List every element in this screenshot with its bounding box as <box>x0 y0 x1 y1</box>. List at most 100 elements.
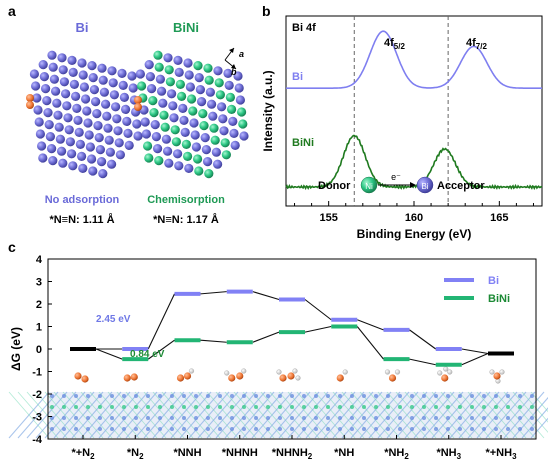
bi-atom <box>223 68 233 78</box>
slab-atom <box>242 394 246 398</box>
slab-atom <box>386 394 390 398</box>
slab-atom <box>326 394 330 398</box>
x-tick-label: 155 <box>319 212 337 224</box>
ni-atom <box>199 121 209 131</box>
slab-atom <box>326 405 330 409</box>
xps-reference-lines <box>353 16 449 206</box>
ni-atom <box>170 125 180 135</box>
slab-atom <box>422 427 426 431</box>
bi-atom <box>208 111 218 121</box>
bi-atom <box>30 81 41 91</box>
bi-slab-atoms <box>29 50 143 179</box>
bi-atom <box>105 147 115 157</box>
bi-atom <box>88 166 98 176</box>
h-atom <box>292 368 298 374</box>
slab-atom <box>110 405 114 409</box>
bi-atom <box>200 133 210 143</box>
bi-atom <box>140 117 150 127</box>
bi-adsorption-caption: No adsorption <box>45 194 120 206</box>
h-atom <box>394 369 401 375</box>
n-atom <box>279 374 287 382</box>
ni-atom <box>221 150 231 160</box>
bi-atom <box>65 137 75 147</box>
slab-atom <box>230 405 234 409</box>
h-atom <box>188 368 195 374</box>
bi-atom <box>47 144 57 154</box>
slab-atom <box>374 405 378 409</box>
bi-atom <box>161 134 171 144</box>
bi-atom <box>47 50 57 60</box>
x-tick-label: *NH <box>334 447 354 459</box>
slab-atom <box>410 405 414 409</box>
bi-atom <box>67 149 77 159</box>
slab-atom <box>398 427 402 431</box>
bi-atom <box>234 83 244 93</box>
bi-atom <box>218 114 228 124</box>
electron-arrowhead <box>410 182 416 188</box>
bi-atom <box>173 55 183 65</box>
bi-atom <box>121 104 131 114</box>
energy-legend: Bi BiNi <box>444 275 510 305</box>
panel-a: a Bi BiNi a b No adsorption Chemisorptio… <box>8 3 249 226</box>
slab-atom <box>146 394 150 398</box>
bi-atom <box>190 130 200 140</box>
slab-atom <box>470 405 474 409</box>
xps-y-axis-label: Intensity (a.u.) <box>261 70 275 151</box>
bi-atom <box>174 67 184 77</box>
ni-atom <box>148 96 158 106</box>
slab-atom <box>398 405 402 409</box>
bi-atom <box>167 89 177 99</box>
slab-atom <box>218 416 222 420</box>
bi-atom <box>98 169 108 179</box>
slab-atom <box>446 405 450 409</box>
axis-label-a: a <box>239 49 244 59</box>
slab-atom <box>278 394 282 398</box>
peak-label-4f72: 4f7/2 <box>466 37 487 51</box>
bi-atom <box>127 71 137 81</box>
bi-atom <box>113 126 123 136</box>
slab-atom <box>50 394 54 398</box>
bi-atom <box>141 129 151 139</box>
bi-atom-label: Bi <box>421 182 428 191</box>
slab-atom <box>314 405 318 409</box>
ni-atom <box>154 62 164 72</box>
h-atom <box>224 370 230 376</box>
bi-atom <box>57 146 67 156</box>
slab-atom <box>446 394 450 398</box>
xps-x-ticks: 155 160 165 <box>294 201 534 224</box>
y-tick-label: 3 <box>36 277 42 289</box>
slab-atom <box>374 416 378 420</box>
slab-atom <box>290 394 294 398</box>
bi-atom <box>38 60 48 70</box>
slab-atom <box>362 427 366 431</box>
bi-atom <box>169 113 179 123</box>
slab-atom <box>326 427 330 431</box>
h-atom <box>437 370 443 376</box>
bi-atom <box>229 128 239 138</box>
ni-atom <box>193 154 203 164</box>
h-atom <box>241 368 247 374</box>
slab-atom <box>458 405 462 409</box>
ni-atom <box>237 107 247 117</box>
ni-atom <box>153 50 163 60</box>
slab-atom <box>98 405 102 409</box>
slab-atom <box>422 405 426 409</box>
h-atom <box>489 369 495 375</box>
bi-atom <box>164 158 174 168</box>
ni-atom <box>203 63 213 73</box>
slab-atom <box>122 427 126 431</box>
connector-bini <box>95 325 489 366</box>
acceptor-label: Acceptor <box>437 180 485 192</box>
slab-atom <box>194 427 198 431</box>
bi-atom <box>184 70 194 80</box>
bi-atom <box>135 69 145 79</box>
bi-atom <box>119 92 129 102</box>
slab-atom <box>62 427 66 431</box>
panel-b: b Bi 4f 4f5/2 4f7/2 Bi BiNi Donor Ni e⁻ … <box>261 3 543 241</box>
bi-atom-icon <box>416 176 434 194</box>
ni-atom <box>149 108 159 118</box>
catalyst-slab-image <box>8 391 548 439</box>
slab-atom <box>482 416 486 420</box>
series-label-bi: Bi <box>292 71 303 83</box>
